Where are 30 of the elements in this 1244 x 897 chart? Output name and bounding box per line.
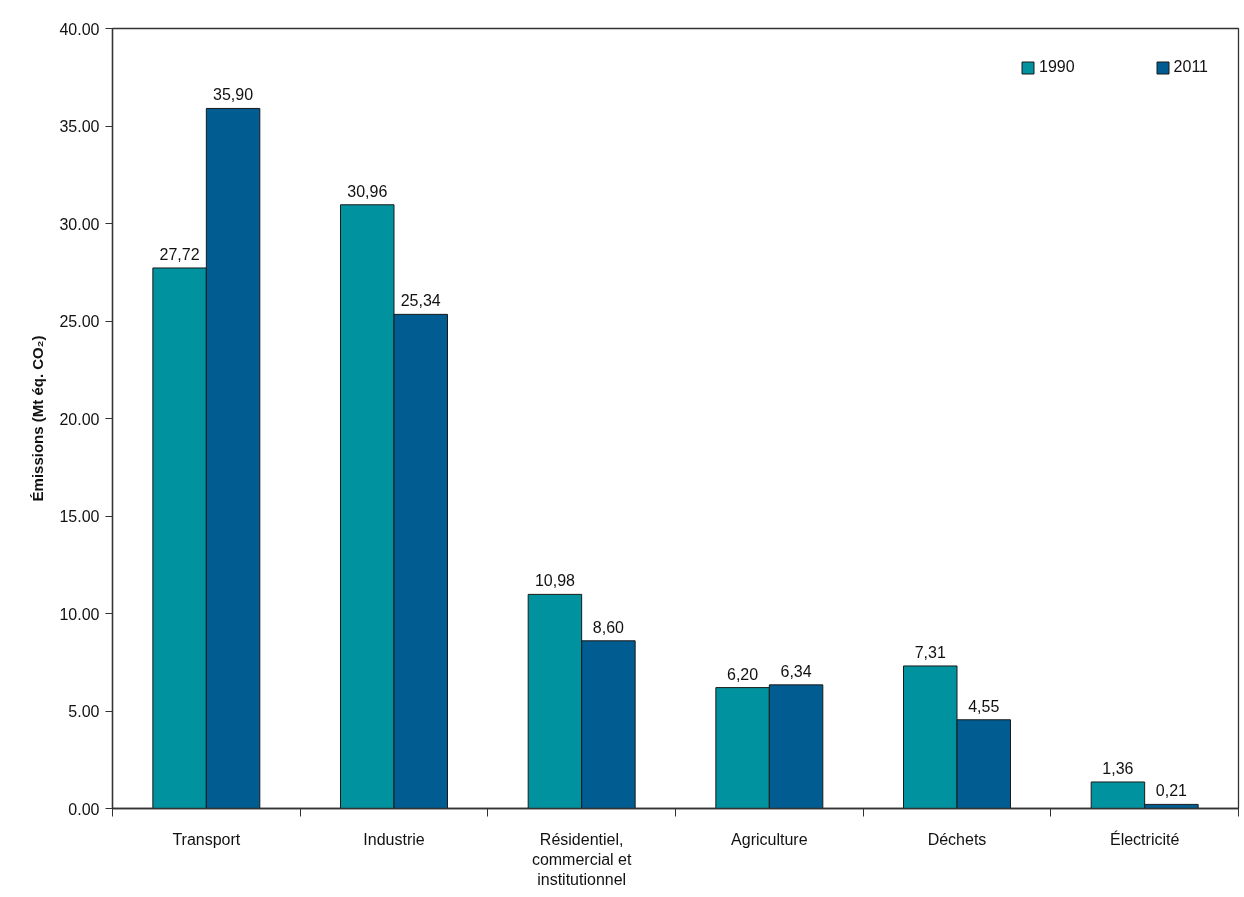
y-tick-label: 35.00 bbox=[59, 118, 100, 135]
data-label: 0,21 bbox=[1155, 782, 1188, 800]
y-tick-label: 10.00 bbox=[59, 605, 100, 623]
x-tick-label: Électricité bbox=[1109, 829, 1180, 848]
y-tick-label: 20.00 bbox=[59, 410, 100, 428]
data-label: 10,98 bbox=[534, 572, 576, 590]
x-tick-label: Industrie bbox=[363, 830, 425, 848]
y-axis-title: Émissions (Mt éq. CO₂) bbox=[29, 335, 47, 502]
data-label: 6,34 bbox=[780, 662, 812, 680]
data-label: 8,60 bbox=[592, 618, 625, 636]
data-label: 27,72 bbox=[159, 245, 200, 263]
data-label: 30,96 bbox=[347, 182, 388, 200]
y-tick-label: 0.00 bbox=[68, 800, 100, 818]
legend-label: 1990 bbox=[1039, 58, 1075, 76]
x-tick-label: Transport bbox=[172, 830, 241, 848]
x-tick-label: Résidentiel, commercial et institutionnel bbox=[531, 830, 633, 889]
x-tick-label: Déchets bbox=[927, 830, 987, 848]
y-tick-label: 5.00 bbox=[68, 703, 100, 720]
y-tick-label: 30.00 bbox=[59, 215, 100, 233]
data-label: 25,34 bbox=[400, 292, 441, 310]
data-label: 4,55 bbox=[968, 697, 1000, 715]
x-tick-label: Agriculture bbox=[731, 830, 808, 848]
data-label: 1,36 bbox=[1102, 759, 1134, 777]
y-tick-label: 40.00 bbox=[59, 20, 100, 38]
y-tick-label: 25.00 bbox=[59, 313, 100, 330]
data-label: 7,31 bbox=[914, 643, 946, 661]
legend-label: 2011 bbox=[1173, 58, 1208, 76]
data-label: 35,90 bbox=[213, 86, 254, 104]
y-tick-label: 15.00 bbox=[59, 508, 100, 525]
data-label: 6,20 bbox=[727, 665, 759, 683]
